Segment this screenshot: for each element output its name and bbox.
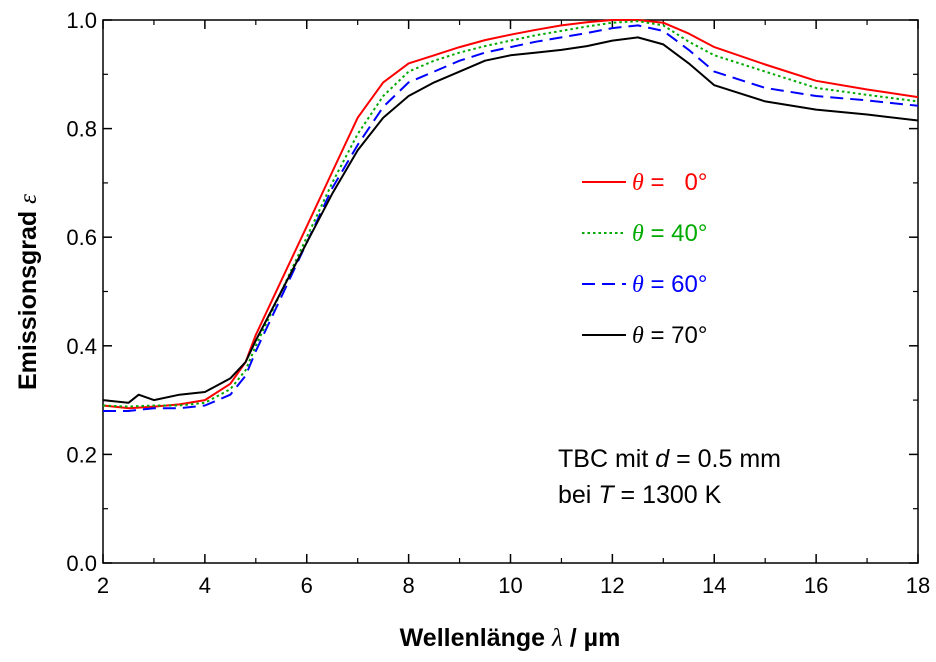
legend-label-0: θ = 0° [632, 169, 707, 196]
x-tick-label: 6 [301, 573, 313, 598]
legend-label-3: θ = 70° [632, 322, 707, 349]
axis-ticks [102, 19, 919, 564]
legend-angle-text: = 40° [644, 220, 708, 247]
y-tick-label: 0.0 [66, 551, 97, 576]
series-line-2 [103, 24, 919, 412]
x-tick-label: 12 [600, 573, 624, 598]
axis-tick-labels: 2 4 6 8 10 12 14 16 18 0.0 0.2 0.4 0.6 0.8 1.0 [66, 8, 930, 598]
legend-angle-text: = 70° [644, 322, 708, 349]
legend-angle-text: = 60° [644, 271, 708, 298]
x-tick-label: 18 [906, 573, 930, 598]
legend: θ = 0°θ = 40°θ = 60°θ = 70° [582, 169, 707, 349]
legend-theta-symbol: θ [632, 221, 644, 247]
y-tick-label: 0.2 [66, 442, 97, 467]
y-tick-label: 0.4 [66, 334, 97, 359]
legend-label-2: θ = 60° [632, 271, 707, 298]
series-group [102, 19, 919, 412]
y-axis-symbol: ε [15, 194, 42, 204]
x-tick-label: 8 [403, 573, 415, 598]
legend-theta-symbol: θ [632, 272, 644, 298]
y-tick-label: 0.6 [66, 225, 97, 250]
y-tick-label: 0.8 [66, 117, 97, 142]
series-line-3 [102, 36, 919, 404]
legend-theta-symbol: θ [632, 170, 644, 196]
x-tick-label: 14 [702, 573, 726, 598]
annotation-line-1: TBC mit d = 0.5 mm [558, 445, 781, 473]
x-axis-title: Wellenlänge λ / µm [400, 624, 621, 652]
legend-label-1: θ = 40° [632, 220, 707, 247]
legend-angle-text: = 0° [644, 169, 708, 196]
y-axis-title: Emissionsgrad ε [14, 194, 42, 390]
x-axis-symbol: λ [551, 625, 563, 652]
x-tick-label: 2 [97, 573, 109, 598]
x-tick-label: 4 [199, 573, 211, 598]
y-tick-label: 1.0 [66, 8, 97, 33]
legend-theta-symbol: θ [632, 323, 644, 349]
series-line-0 [102, 19, 919, 410]
annotation-line-2: bei T = 1300 K [558, 481, 722, 509]
x-tick-label: 16 [804, 573, 828, 598]
series-line-1 [102, 20, 919, 408]
plot-frame [102, 19, 919, 564]
x-tick-label: 10 [498, 573, 522, 598]
